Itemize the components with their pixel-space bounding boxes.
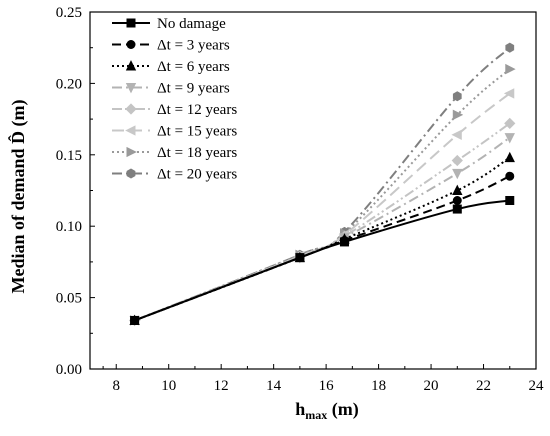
legend-label: Δt = 15 years: [157, 124, 237, 140]
tick-layer: 8 10 12 14 16 18 20 22 24 0.00 0.05 0.10 0.15 0.20 0.2…: [56, 5, 544, 394]
legend-marker: [126, 146, 137, 158]
data-point: [503, 88, 515, 99]
data-point: [339, 237, 349, 247]
data-point: [130, 315, 140, 325]
data-point: [505, 42, 515, 53]
legend-label: Δt = 20 years: [157, 167, 237, 183]
data-point: [451, 154, 463, 167]
legend-marker: [125, 60, 137, 71]
legend-label: Δt = 3 years: [157, 38, 230, 54]
legend-label: Δt = 18 years: [157, 145, 237, 161]
legend-marker: [125, 125, 136, 136]
legend-item: Δt = 9 years: [112, 81, 230, 97]
x-tick-label: 10: [161, 378, 176, 394]
legend-label: No damage: [157, 16, 226, 32]
data-point: [452, 91, 462, 102]
data-point: [452, 204, 462, 214]
legend-marker: [126, 18, 136, 28]
x-tick-label: 14: [266, 378, 282, 394]
data-point: [295, 253, 305, 263]
plot-frame: [89, 11, 537, 370]
legend-item: Δt = 6 years: [112, 59, 230, 75]
data-point: [452, 168, 463, 180]
legend-marker: [125, 83, 137, 94]
series-layer: [128, 42, 516, 327]
legend-label: Δt = 6 years: [157, 59, 230, 75]
y-tick-label: 0.00: [56, 362, 82, 378]
legend-item: Δt = 3 years: [112, 38, 230, 54]
x-tick-label: 8: [112, 378, 120, 394]
legend-marker: [126, 39, 136, 49]
y-tick-label: 0.20: [56, 76, 82, 92]
legend-label: Δt = 12 years: [157, 102, 237, 118]
data-point: [504, 151, 515, 163]
legend-item: No damage: [112, 16, 226, 32]
x-tick-label: 22: [476, 378, 491, 394]
y-tick-label: 0.25: [56, 5, 82, 21]
data-point: [505, 63, 516, 75]
x-tick-label: 12: [214, 378, 229, 394]
x-axis-label: hmax (m): [295, 399, 359, 422]
legend-marker: [126, 168, 136, 179]
axis-labels: hmax (m) Median of demand D̂ (m): [8, 100, 359, 423]
series-line: [134, 199, 510, 322]
y-tick-label: 0.10: [56, 219, 82, 235]
y-axis-label: Median of demand D̂ (m): [8, 100, 29, 294]
data-point: [452, 184, 463, 195]
data-point: [452, 109, 464, 121]
legend-item: Δt = 15 years: [112, 124, 237, 140]
data-point: [504, 117, 516, 130]
legend: No damage Δt = 3 years Δt = 6 years Δt = 9 …: [112, 16, 237, 183]
y-tick-label: 0.15: [56, 148, 82, 164]
x-tick-label: 16: [319, 378, 335, 394]
data-point: [451, 129, 462, 140]
y-tick-label: 0.05: [56, 291, 82, 307]
data-point: [505, 195, 515, 205]
data-point: [504, 133, 515, 144]
legend-label: Δt = 9 years: [157, 81, 230, 97]
legend-item: Δt = 20 years: [112, 167, 237, 183]
x-tick-label: 18: [371, 378, 386, 394]
legend-item: Δt = 18 years: [112, 145, 237, 161]
legend-marker: [125, 103, 137, 115]
legend-item: Δt = 12 years: [112, 102, 237, 118]
x-tick-label: 24: [529, 378, 545, 394]
x-tick-label: 20: [424, 378, 439, 394]
series-no-damage: [130, 195, 515, 325]
data-point: [452, 195, 462, 205]
data-point: [505, 171, 515, 181]
